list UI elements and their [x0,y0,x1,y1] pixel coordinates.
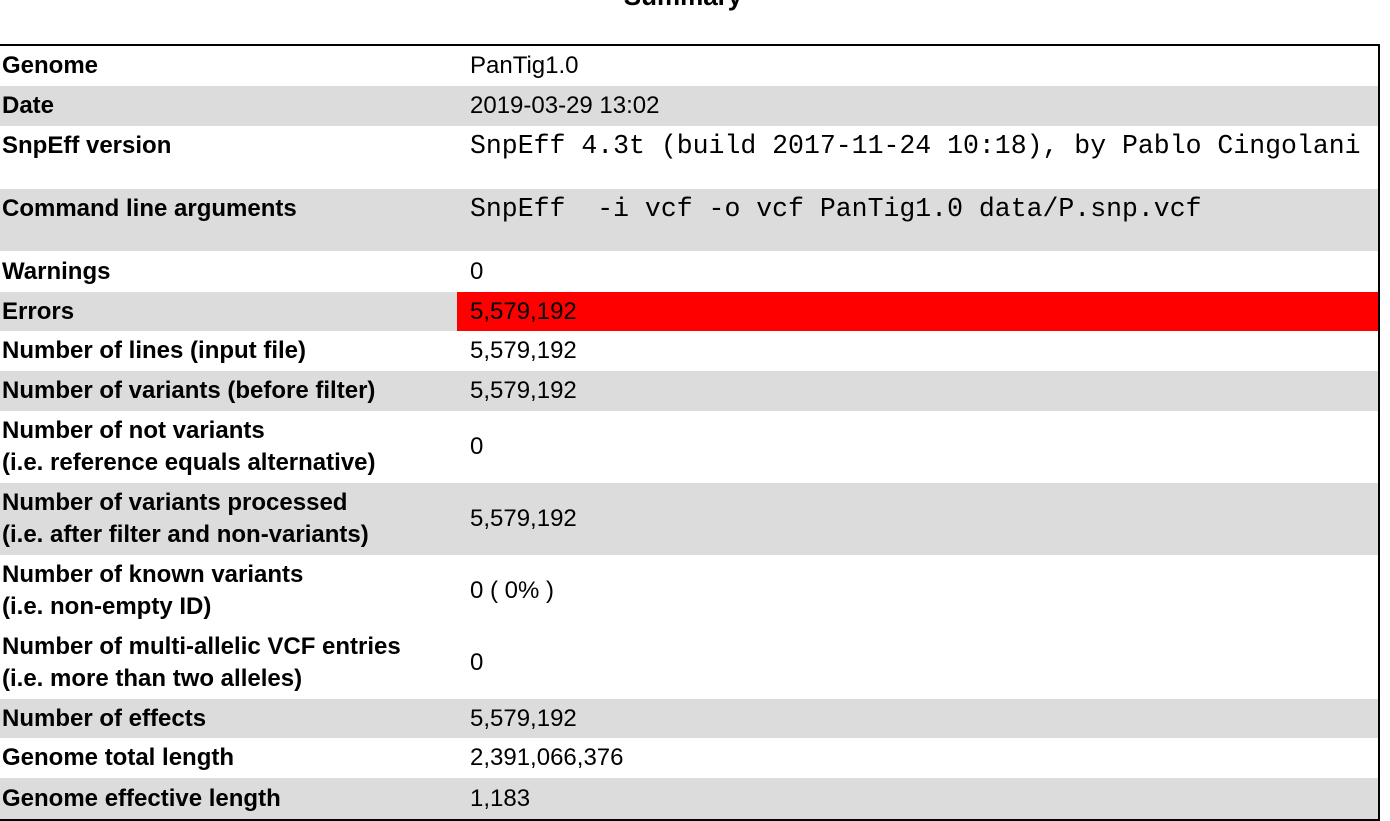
label: Genome effective length [2,784,281,812]
row: Warnings 0 [0,251,1379,292]
value: 0 [470,433,484,460]
label-line: Number of multi-allelic VCF entries [2,633,401,660]
label-line: Number of not variants [2,417,265,444]
value: 5,579,192 [470,505,577,532]
value: 2019-03-29 13:02 [470,92,660,119]
label: Number of multi-allelic VCF entries (i.e.… [0,627,457,699]
row: SnpEff version SnpEff 4.3t (build 2017-11… [0,126,1379,189]
label: Number of known variants (i.e. non-empty … [0,555,457,627]
row: Number of not variants (i.e. reference eq… [0,411,1379,483]
row: Number of variants processed (i.e. after … [0,483,1379,555]
value: 0 ( 0% ) [470,577,555,604]
label: Command line arguments [2,195,297,222]
label-line: Number of variants processed [2,489,348,516]
label: Warnings [2,257,111,285]
row: Number of effects 5,579,192 [0,699,1379,738]
row: Errors 5,579,192 [0,292,1379,331]
summary-table: Genome PanTig1.0 Date 2019-03-29 13:02 Snp… [0,44,1380,821]
value: SnpEff -i vcf -o vcf PanTig1.0 data/P.sn… [470,194,1202,224]
label: Number of variants processed (i.e. after … [0,483,457,555]
label: Number of effects [2,704,207,732]
row: Date 2019-03-29 13:02 [0,86,1379,126]
label: Number of not variants (i.e. reference eq… [0,411,457,483]
row: Number of multi-allelic VCF entries (i.e.… [0,627,1379,699]
error-value: 5,579,192 [457,292,1379,331]
value: 0 [470,257,484,285]
value: SnpEff 4.3t (build 2017-11-24 10:18), by… [470,131,1361,161]
value: 5,579,192 [470,337,577,364]
label-note: (i.e. after filter and non-variants) [2,521,369,548]
value: 1,183 [470,784,531,812]
label: SnpEff version [2,132,172,159]
label-line: Number of known variants [2,561,304,588]
row: Genome total length 2,391,066,376 [0,738,1379,778]
value: 5,579,192 [470,704,577,732]
value: 5,579,192 [470,377,577,404]
label: Number of lines (input file) [2,337,306,364]
label: Errors [2,297,75,325]
label: Number of variants (before filter) [2,377,376,404]
row: Genome effective length 1,183 [0,778,1379,820]
label-note: (i.e. more than two alleles) [2,665,303,692]
label: Genome [2,52,99,79]
label: Genome total length [2,744,235,771]
label: Date [2,92,55,119]
label-note: (i.e. non-empty ID) [2,593,212,620]
value: PanTig1.0 [470,52,579,79]
page-title: Summary [0,0,1366,12]
row: Genome PanTig1.0 [0,45,1379,86]
row: Number of lines (input file) 5,579,192 [0,331,1379,371]
value: 2,391,066,376 [470,744,624,771]
label-note: (i.e. reference equals alternative) [2,449,376,476]
value: 0 [470,649,484,676]
row: Number of known variants (i.e. non-empty … [0,555,1379,627]
row: Command line arguments SnpEff -i vcf -o v… [0,189,1379,251]
row: Number of variants (before filter) 5,579,… [0,371,1379,411]
